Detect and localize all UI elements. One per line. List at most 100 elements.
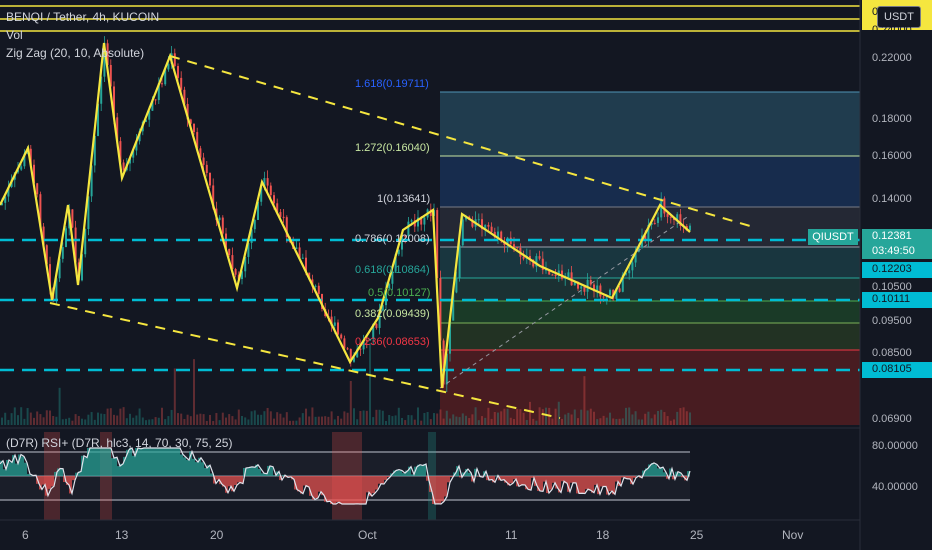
volume-bar xyxy=(55,416,58,425)
candle xyxy=(577,282,579,289)
rsi-fill xyxy=(144,448,147,476)
volume-bar xyxy=(420,420,423,425)
rsi-fill xyxy=(72,476,75,481)
candle xyxy=(397,249,400,255)
rsi-fill xyxy=(435,476,438,504)
volume-bar xyxy=(314,416,317,425)
rsi-fill xyxy=(66,476,69,485)
volume-bar xyxy=(42,417,45,425)
candle xyxy=(279,212,282,217)
candle xyxy=(621,274,624,292)
symbol-title[interactable]: BENQI / Tether, 4h, KUCOIN xyxy=(6,10,160,24)
rsi-fill xyxy=(615,476,618,482)
candle xyxy=(487,224,490,227)
volume-indicator-label[interactable]: Vol xyxy=(6,28,23,42)
rsi-fill xyxy=(627,476,630,479)
candle xyxy=(100,76,103,104)
volume-bar xyxy=(381,410,384,425)
rsi-indicator-label[interactable]: (D7R) RSI+ (D7R, hlc3, 14, 70, 30, 75, 2… xyxy=(6,436,233,450)
candle xyxy=(420,217,423,225)
volume-bar xyxy=(401,417,403,425)
candle xyxy=(436,210,439,279)
candle xyxy=(650,222,653,225)
candle xyxy=(362,340,365,350)
volume-bar xyxy=(519,409,522,425)
rsi-fill xyxy=(240,476,243,484)
candle xyxy=(202,157,205,165)
candle xyxy=(58,258,61,279)
rsi-fill xyxy=(264,473,267,476)
price-label: 0.10500 xyxy=(872,281,912,293)
rsi-fill xyxy=(216,476,219,480)
candle xyxy=(615,288,618,299)
rsi-fill xyxy=(3,469,6,476)
volume-bar xyxy=(119,408,122,425)
volume-bar xyxy=(631,414,634,425)
volume-bar xyxy=(269,411,272,425)
horizontal-rays[interactable] xyxy=(0,5,860,32)
candle xyxy=(103,43,106,77)
candle xyxy=(151,99,154,111)
candle xyxy=(500,231,503,241)
zigzag-indicator-label[interactable]: Zig Zag (20, 10, Absolute) xyxy=(6,46,145,60)
volume-bar xyxy=(138,408,141,425)
rsi-fill xyxy=(234,476,237,486)
candle xyxy=(663,198,666,214)
volume-bar xyxy=(292,420,295,425)
rsi-fill xyxy=(621,476,624,478)
rsi-fill xyxy=(93,448,96,476)
volume-bar xyxy=(599,418,602,425)
candle xyxy=(657,217,659,223)
support-lines[interactable] xyxy=(0,238,860,372)
rsi-fill xyxy=(423,464,426,476)
volume-bar xyxy=(388,414,391,425)
candle xyxy=(394,254,397,272)
candle xyxy=(490,226,493,232)
rsi-fill xyxy=(588,476,591,491)
volume-bar xyxy=(669,420,672,425)
rsi-fill xyxy=(99,448,102,476)
candle xyxy=(689,225,691,231)
candle xyxy=(407,221,410,236)
volume-bar xyxy=(564,414,567,425)
candle xyxy=(225,233,227,249)
trend-lines[interactable] xyxy=(49,55,751,419)
rsi-fill xyxy=(411,474,414,476)
volume-bar xyxy=(237,409,240,425)
candle xyxy=(458,245,461,278)
rsi-fill xyxy=(111,458,114,476)
currency-badge[interactable]: USDT xyxy=(877,6,921,28)
candle xyxy=(449,320,451,354)
volume-bar xyxy=(276,412,279,425)
candle xyxy=(541,258,544,270)
volume-bar xyxy=(685,411,688,425)
rsi-fill xyxy=(147,448,150,476)
candle xyxy=(45,245,48,265)
candle xyxy=(180,77,183,90)
volume-bars xyxy=(1,343,691,425)
volume-bar xyxy=(589,408,592,425)
volume-bar xyxy=(391,416,394,425)
rsi-fill xyxy=(120,463,123,476)
candle xyxy=(628,270,631,274)
volume-bar xyxy=(538,407,541,425)
zigzag-line[interactable] xyxy=(0,42,691,389)
rsi-fill xyxy=(543,476,546,482)
rsi-fill xyxy=(252,467,255,476)
rsi-fill xyxy=(18,454,21,476)
rsi-fill xyxy=(84,457,87,476)
candle xyxy=(193,123,195,133)
candle xyxy=(285,217,288,237)
volume-bar xyxy=(580,409,583,425)
volume-bar xyxy=(212,420,215,425)
rsi-fill xyxy=(555,476,558,489)
candle xyxy=(7,186,10,197)
candle xyxy=(573,282,576,286)
rsi-fill xyxy=(9,462,12,476)
rsi-fill xyxy=(153,448,156,476)
candle xyxy=(148,110,151,120)
rsi-fill xyxy=(375,476,378,490)
volume-bar xyxy=(362,410,365,425)
candle xyxy=(196,132,199,149)
